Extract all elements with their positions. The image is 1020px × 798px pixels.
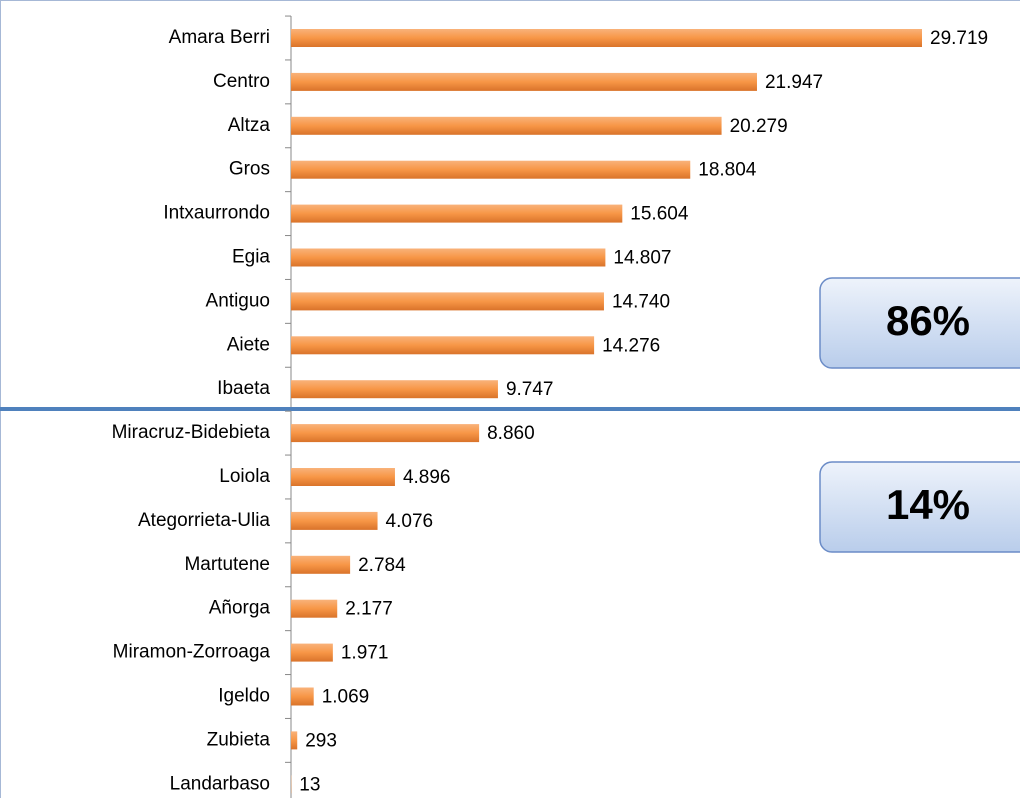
bar [291, 292, 604, 311]
bar [291, 248, 606, 267]
bar [291, 643, 333, 662]
data-label: 13 [299, 774, 320, 795]
data-label: 18.804 [698, 160, 757, 181]
bar [291, 687, 314, 706]
y-tick-label: Martutene [184, 554, 270, 575]
y-tick-label: Aiete [227, 334, 270, 355]
bar [291, 599, 338, 618]
y-tick-label: Igeldo [218, 686, 270, 707]
data-label: 293 [305, 730, 337, 751]
data-label: 1.971 [341, 643, 389, 664]
annotation: 86% [886, 297, 970, 344]
bar [291, 511, 378, 530]
bar [291, 380, 498, 399]
y-tick-label: Altza [228, 115, 271, 136]
annotation-box [819, 277, 1020, 369]
bar [291, 336, 595, 355]
y-tick-label: Miramon-Zorroaga [113, 642, 271, 663]
y-tick-label: Loiola [219, 466, 270, 487]
data-label: 14.276 [602, 335, 660, 356]
bar [291, 731, 298, 750]
y-tick-label: Egia [232, 247, 270, 268]
bar [291, 72, 757, 91]
bar [291, 116, 722, 135]
y-tick-label: Miracruz-Bidebieta [112, 422, 271, 443]
data-label: 20.279 [730, 116, 788, 137]
y-tick-label: Landarbaso [170, 773, 270, 794]
bar [291, 555, 351, 574]
y-tick-label: Gros [229, 159, 270, 180]
data-label: 2.177 [345, 599, 393, 620]
y-tick-label: Antiguo [206, 290, 270, 311]
data-label: 14.807 [613, 248, 671, 269]
data-label: 9.747 [506, 379, 554, 400]
annotation: 14% [886, 481, 970, 528]
y-tick-label: Zubieta [207, 729, 271, 750]
bar [291, 424, 480, 443]
data-label: 4.896 [403, 467, 451, 488]
data-label: 14.740 [612, 291, 670, 312]
y-tick-label: Centro [213, 71, 270, 92]
bar [291, 160, 691, 179]
bar [291, 29, 922, 47]
data-label: 1.069 [322, 687, 370, 708]
y-tick-label: Añorga [209, 598, 271, 619]
data-label: 2.784 [358, 555, 406, 576]
y-tick-label: Ibaeta [217, 378, 270, 399]
y-tick-label: Ategorrieta-Ulia [138, 510, 270, 531]
data-label: 8.860 [487, 423, 535, 444]
y-tick-label: Amara Berri [169, 27, 270, 48]
data-label: 29.719 [930, 28, 988, 49]
data-label: 4.076 [386, 511, 434, 532]
annotation-box [819, 461, 1020, 553]
y-tick-label: Intxaurrondo [163, 203, 270, 224]
bar [291, 468, 395, 486]
data-label: 21.947 [765, 72, 823, 93]
data-label: 15.604 [630, 204, 689, 225]
bar [291, 204, 623, 223]
